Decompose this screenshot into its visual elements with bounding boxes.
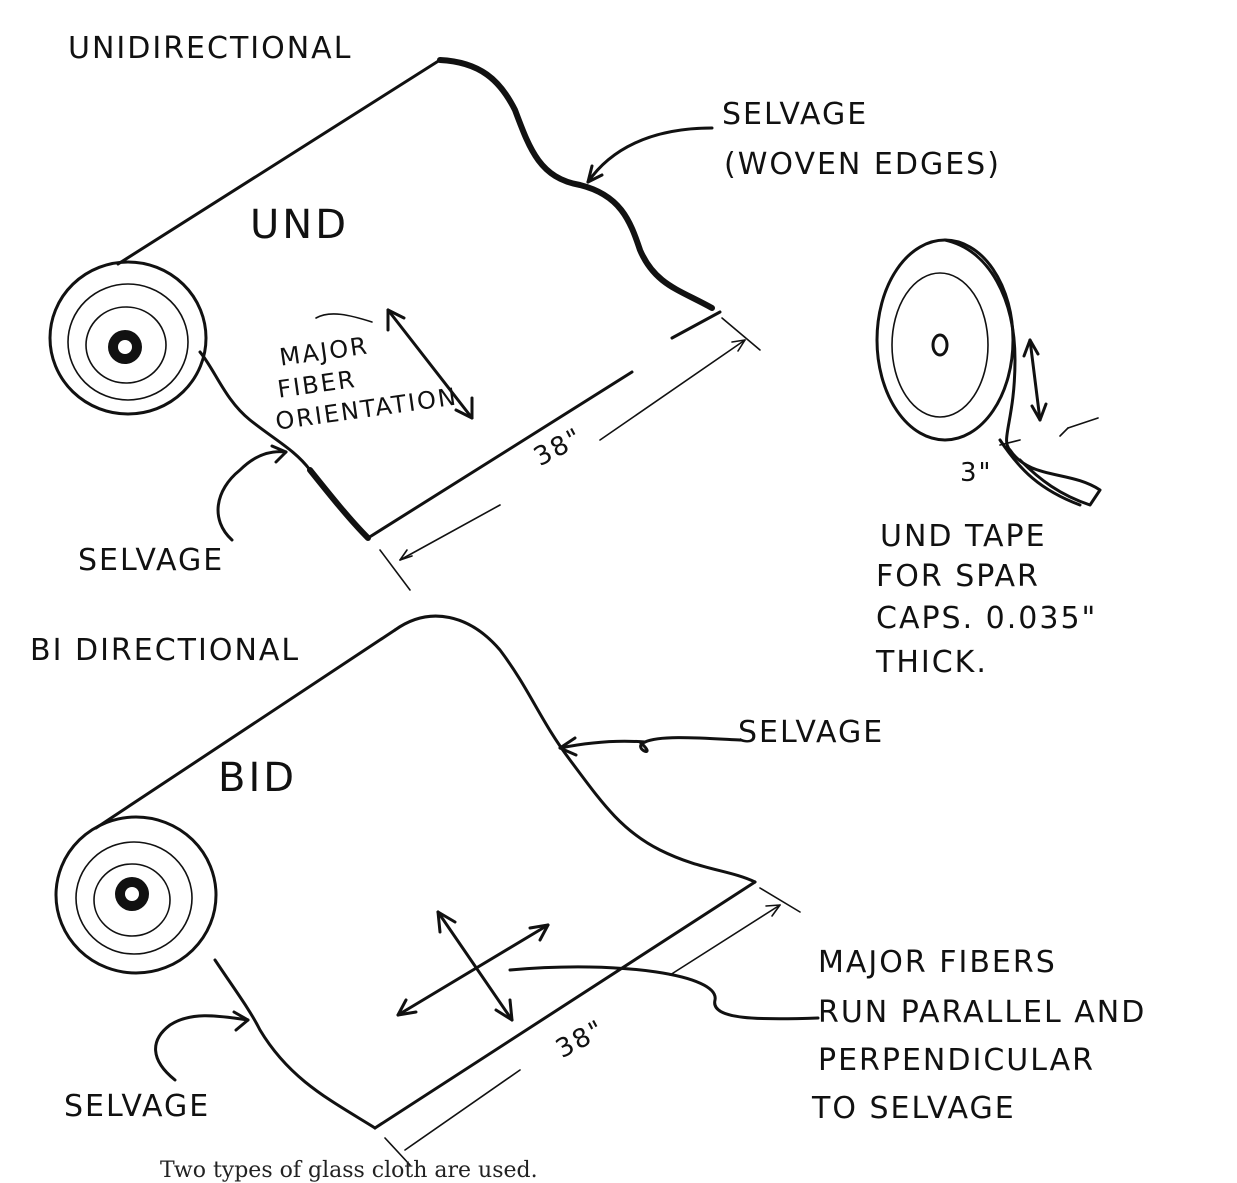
bid-fiber-arrowhead-a2 (494, 998, 514, 1022)
und-top-selvage-edge (437, 57, 715, 311)
und-selvage-bottom-leader (216, 450, 288, 542)
und-fiber-arrowhead-top (386, 308, 406, 332)
und-fiber-leader (315, 313, 373, 323)
und-selvage-top-arrowhead (586, 164, 604, 184)
tape-width-label: 3" (960, 458, 993, 488)
bid-fibers-note-leader (508, 965, 820, 1021)
bid-selvage-right-leader-curl (638, 736, 742, 753)
bid-selvage-bottom-label: SELVAGE (64, 1089, 211, 1124)
tape-width-arrow (1059, 427, 1069, 437)
und-roll-core-hole (118, 340, 132, 354)
bid-fibers-note-3: PERPENDICULAR (818, 1043, 1096, 1078)
bid-selvage-right-arrowhead (558, 736, 578, 757)
und-heading: UNIDIRECTIONAL (68, 31, 353, 66)
bid-selvage-bottom-arrowhead (232, 1010, 250, 1032)
und-fiber-arrow (386, 308, 474, 420)
bid-roll (54, 614, 820, 1166)
und-sheet-front-edge-a (670, 310, 722, 340)
und-dim-line-left (399, 504, 501, 561)
und-dim-tick-left (379, 549, 411, 591)
bid-roll-core-hole (125, 887, 139, 901)
und-selvage-top-note: (WOVEN EDGES) (724, 147, 1001, 182)
bid-fiber-arrow-b (396, 923, 550, 1017)
und-selvage-top-leader (586, 126, 714, 184)
und-bottom-selvage-edge-thick (307, 467, 371, 541)
tape-fiber-arrowhead-bottom (1030, 402, 1048, 422)
und-dim-line-right (599, 339, 746, 441)
und-tape (875, 238, 1102, 507)
und-roll-top-edge (116, 58, 442, 266)
und-roll-end (48, 260, 208, 416)
tape-fiber-arrow (1028, 338, 1042, 422)
und-roll-ring-inner (85, 306, 167, 384)
bid-selvage-bottom-leader (154, 1014, 250, 1082)
und-selvage-bottom-arrowhead (270, 444, 288, 464)
bid-roll-end (54, 815, 218, 975)
und-dim-arrow-left (399, 549, 413, 561)
tape-caption-2: FOR SPAR (876, 559, 1040, 594)
bid-fiber-arrow-a (436, 910, 514, 1022)
bid-fibers-note-2: RUN PARALLEL AND (818, 995, 1147, 1030)
bid-selvage-right-leader (558, 739, 647, 750)
tape-tail-edge (998, 438, 1082, 507)
bid-dim-arrow-right (765, 904, 781, 917)
tape-roll-core (931, 333, 949, 357)
bid-dim-line-right (669, 904, 781, 976)
tape-caption-4: THICK. (876, 645, 988, 680)
bid-left-selvage-edge (213, 958, 377, 1130)
und-roll-label: UND (250, 202, 349, 248)
und-fiber-arrowhead-bottom (454, 396, 474, 420)
tape-roll-side-and-tail (943, 238, 1102, 507)
bid-right-selvage-edge (393, 614, 757, 884)
bid-fiber-arrowhead-b2 (528, 923, 550, 942)
und-roll-ring (67, 283, 189, 401)
bid-fibers-note-1: MAJOR FIBERS (818, 945, 1057, 980)
und-dim-arrow-right (731, 339, 746, 352)
bid-sheet-front-edge (373, 880, 757, 1130)
bid-fiber-arrowhead-b1 (396, 998, 418, 1017)
bid-roll-ring-inner (93, 863, 171, 937)
bid-dim-tick-left (384, 1137, 411, 1166)
bid-fiber-arrowhead-a1 (436, 910, 457, 934)
und-dim-tick-right (721, 317, 761, 351)
bid-selvage-right-label: SELVAGE (738, 715, 885, 750)
bid-heading: BI DIRECTIONAL (30, 633, 301, 668)
tape-width-ticks (999, 417, 1099, 446)
und-selvage-top-label: SELVAGE (722, 97, 869, 132)
tape-fiber-arrowhead-top (1022, 338, 1040, 358)
figure-caption: Two types of glass cloth are used. (160, 1158, 538, 1183)
bid-fibers-note-4: TO SELVAGE (812, 1091, 1016, 1126)
bid-roll-ring (75, 841, 193, 955)
tape-caption-1: UND TAPE (880, 519, 1047, 554)
und-bottom-selvage-edge (198, 350, 312, 472)
bid-roll-label: BID (218, 755, 298, 801)
bid-dim-line-left (404, 1069, 521, 1151)
tape-roll-ring (891, 272, 989, 418)
und-sheet-front-edge-b (366, 370, 634, 540)
und-selvage-bottom-label: SELVAGE (78, 543, 225, 578)
bid-dim-tick-right (759, 887, 801, 913)
und-roll (48, 57, 761, 591)
bid-roll-top-edge (94, 628, 397, 830)
tape-caption-3: CAPS. 0.035" (876, 601, 1098, 636)
